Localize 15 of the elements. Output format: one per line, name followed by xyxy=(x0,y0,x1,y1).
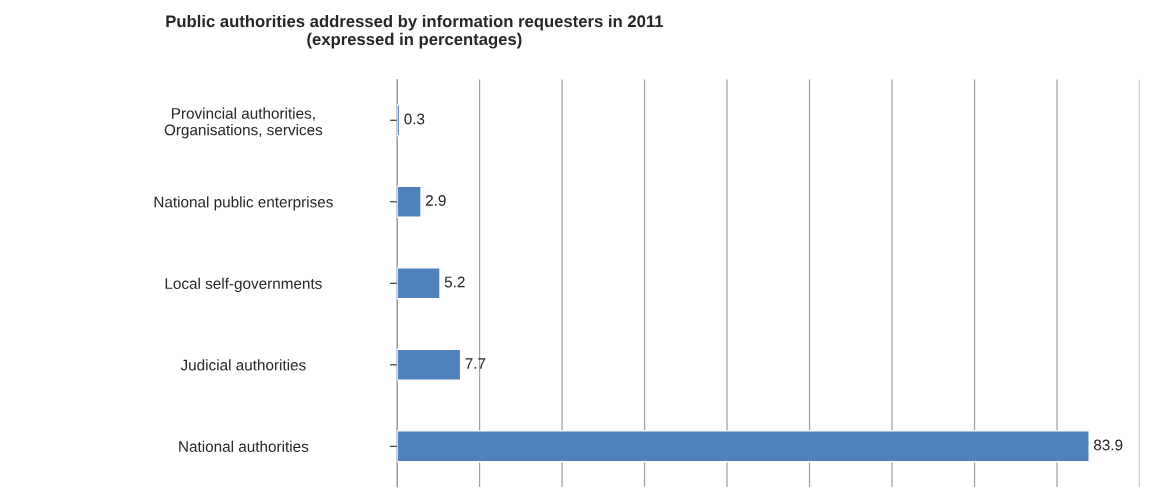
y-tick-label: Judicial authorities xyxy=(180,359,306,371)
y-tick-label: Local self-governments xyxy=(165,277,322,292)
chart-title: Public authorities addressed by information requesters in 2011 (expressed in percentages) xyxy=(166,14,664,49)
data-label: 0.3 xyxy=(404,113,425,125)
y-tick-label: National public enterprises xyxy=(154,196,333,211)
bar xyxy=(397,267,441,300)
data-label: 7.7 xyxy=(465,358,486,369)
bar xyxy=(397,430,1090,463)
y-tick-label: Provincial authorities, Organisations, services xyxy=(164,107,323,139)
data-label: 83.9 xyxy=(1094,439,1123,451)
data-label: 2.9 xyxy=(425,195,446,206)
bar xyxy=(397,348,462,381)
y-tick-label: National authorities xyxy=(179,440,309,452)
data-label: 5.2 xyxy=(444,276,465,288)
bar xyxy=(397,185,422,218)
